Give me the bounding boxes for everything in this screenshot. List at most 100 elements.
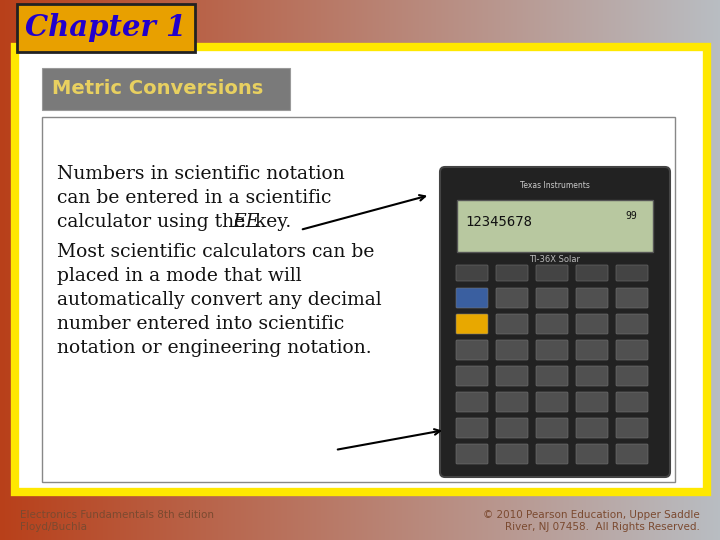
Bar	[353, 0, 354, 540]
Bar	[349, 0, 350, 540]
FancyBboxPatch shape	[496, 392, 528, 412]
Bar	[373, 0, 374, 540]
Bar	[2, 0, 3, 540]
Bar	[595, 0, 596, 540]
Bar	[519, 0, 520, 540]
Bar	[45, 0, 46, 540]
Bar	[165, 0, 166, 540]
Bar	[242, 0, 243, 540]
Bar	[341, 0, 342, 540]
Bar	[658, 0, 659, 540]
Bar	[359, 0, 360, 540]
Bar	[279, 0, 280, 540]
Bar	[309, 0, 310, 540]
Bar	[77, 0, 78, 540]
Bar	[313, 0, 314, 540]
Bar	[386, 0, 387, 540]
Bar	[527, 0, 528, 540]
Bar	[660, 0, 661, 540]
Bar	[441, 0, 442, 540]
Bar	[484, 0, 485, 540]
Bar	[475, 0, 476, 540]
Bar	[174, 0, 175, 540]
FancyBboxPatch shape	[456, 392, 488, 412]
Bar	[587, 0, 588, 540]
Bar	[112, 0, 113, 540]
Bar	[668, 0, 669, 540]
Bar	[76, 0, 77, 540]
Bar	[384, 0, 385, 540]
Bar	[225, 0, 226, 540]
Bar	[632, 0, 633, 540]
Bar	[717, 0, 718, 540]
Bar	[338, 0, 339, 540]
Bar	[520, 0, 521, 540]
Bar	[141, 0, 142, 540]
Bar	[493, 0, 494, 540]
Bar	[89, 0, 90, 540]
Bar	[243, 0, 244, 540]
Bar	[144, 0, 145, 540]
Bar	[514, 0, 515, 540]
Bar	[679, 0, 680, 540]
Bar	[193, 0, 194, 540]
Bar	[528, 0, 529, 540]
Bar	[633, 0, 634, 540]
Bar	[671, 0, 672, 540]
Bar	[131, 0, 132, 540]
Bar	[160, 0, 161, 540]
Bar	[616, 0, 617, 540]
Bar	[115, 0, 116, 540]
Bar	[488, 0, 489, 540]
Bar	[584, 0, 585, 540]
Bar	[406, 0, 407, 540]
Bar	[396, 0, 397, 540]
Bar	[248, 0, 249, 540]
Bar	[422, 0, 423, 540]
Bar	[273, 0, 274, 540]
Bar	[162, 0, 163, 540]
Bar	[454, 0, 455, 540]
Bar	[617, 0, 618, 540]
FancyBboxPatch shape	[536, 265, 568, 281]
Bar	[66, 0, 67, 540]
Bar	[389, 0, 390, 540]
Bar	[556, 0, 557, 540]
Bar	[414, 0, 415, 540]
Bar	[401, 0, 402, 540]
Bar	[344, 0, 345, 540]
Bar	[586, 0, 587, 540]
Bar	[601, 0, 602, 540]
Bar	[459, 0, 460, 540]
Bar	[64, 0, 65, 540]
Bar	[651, 0, 652, 540]
Bar	[282, 0, 283, 540]
Bar	[530, 0, 531, 540]
Bar	[231, 0, 232, 540]
Bar	[596, 0, 597, 540]
Bar	[480, 0, 481, 540]
Bar	[12, 0, 13, 540]
Bar	[583, 0, 584, 540]
Bar	[631, 0, 632, 540]
Bar	[395, 0, 396, 540]
Bar	[590, 0, 591, 540]
Bar	[457, 0, 458, 540]
Bar	[594, 0, 595, 540]
Bar	[161, 0, 162, 540]
Bar	[541, 0, 542, 540]
Bar	[205, 0, 206, 540]
Bar	[604, 0, 605, 540]
Bar	[336, 0, 337, 540]
Text: River, NJ 07458.  All Rights Reserved.: River, NJ 07458. All Rights Reserved.	[505, 522, 700, 532]
Bar	[677, 0, 678, 540]
Bar	[137, 0, 138, 540]
Bar	[167, 0, 168, 540]
Bar	[504, 0, 505, 540]
Bar	[694, 0, 695, 540]
Bar	[24, 0, 25, 540]
Bar	[183, 0, 184, 540]
FancyBboxPatch shape	[616, 265, 648, 281]
Bar	[356, 0, 357, 540]
Bar	[15, 47, 707, 492]
